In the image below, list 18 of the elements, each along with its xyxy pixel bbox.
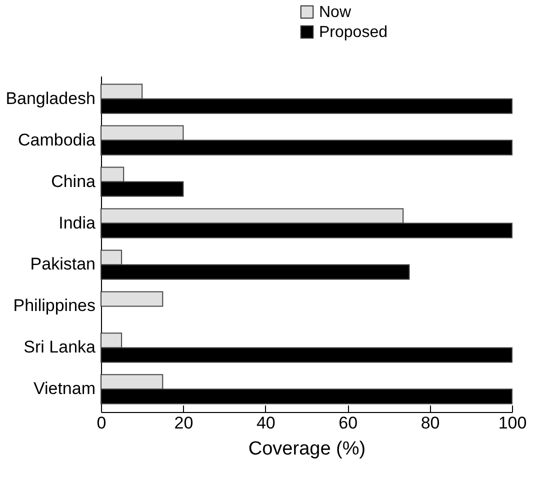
x-tick-label: 0 xyxy=(96,414,106,432)
x-tick-label: 80 xyxy=(420,414,440,432)
y-tick-label: Pakistan xyxy=(30,254,96,274)
x-tick-label: 40 xyxy=(256,414,276,432)
bar xyxy=(100,291,164,307)
x-tick-label: 60 xyxy=(338,414,358,432)
y-tick-label: Cambodia xyxy=(18,130,96,150)
legend-label: Now xyxy=(319,4,352,21)
x-tick-label: 20 xyxy=(174,414,194,432)
x-axis-title: Coverage (%) xyxy=(248,438,366,460)
y-tick-label: Vietnam xyxy=(33,379,96,398)
y-tick-label: India xyxy=(58,213,96,232)
x-tick-label: 100 xyxy=(498,414,527,432)
legend-label: Proposed xyxy=(319,24,388,41)
y-tick-label: Philippines xyxy=(13,296,96,316)
y-tick-label: Sri Lanka xyxy=(24,338,96,357)
y-tick-label: Bangladesh xyxy=(6,88,96,108)
y-tick-label: China xyxy=(51,172,96,191)
